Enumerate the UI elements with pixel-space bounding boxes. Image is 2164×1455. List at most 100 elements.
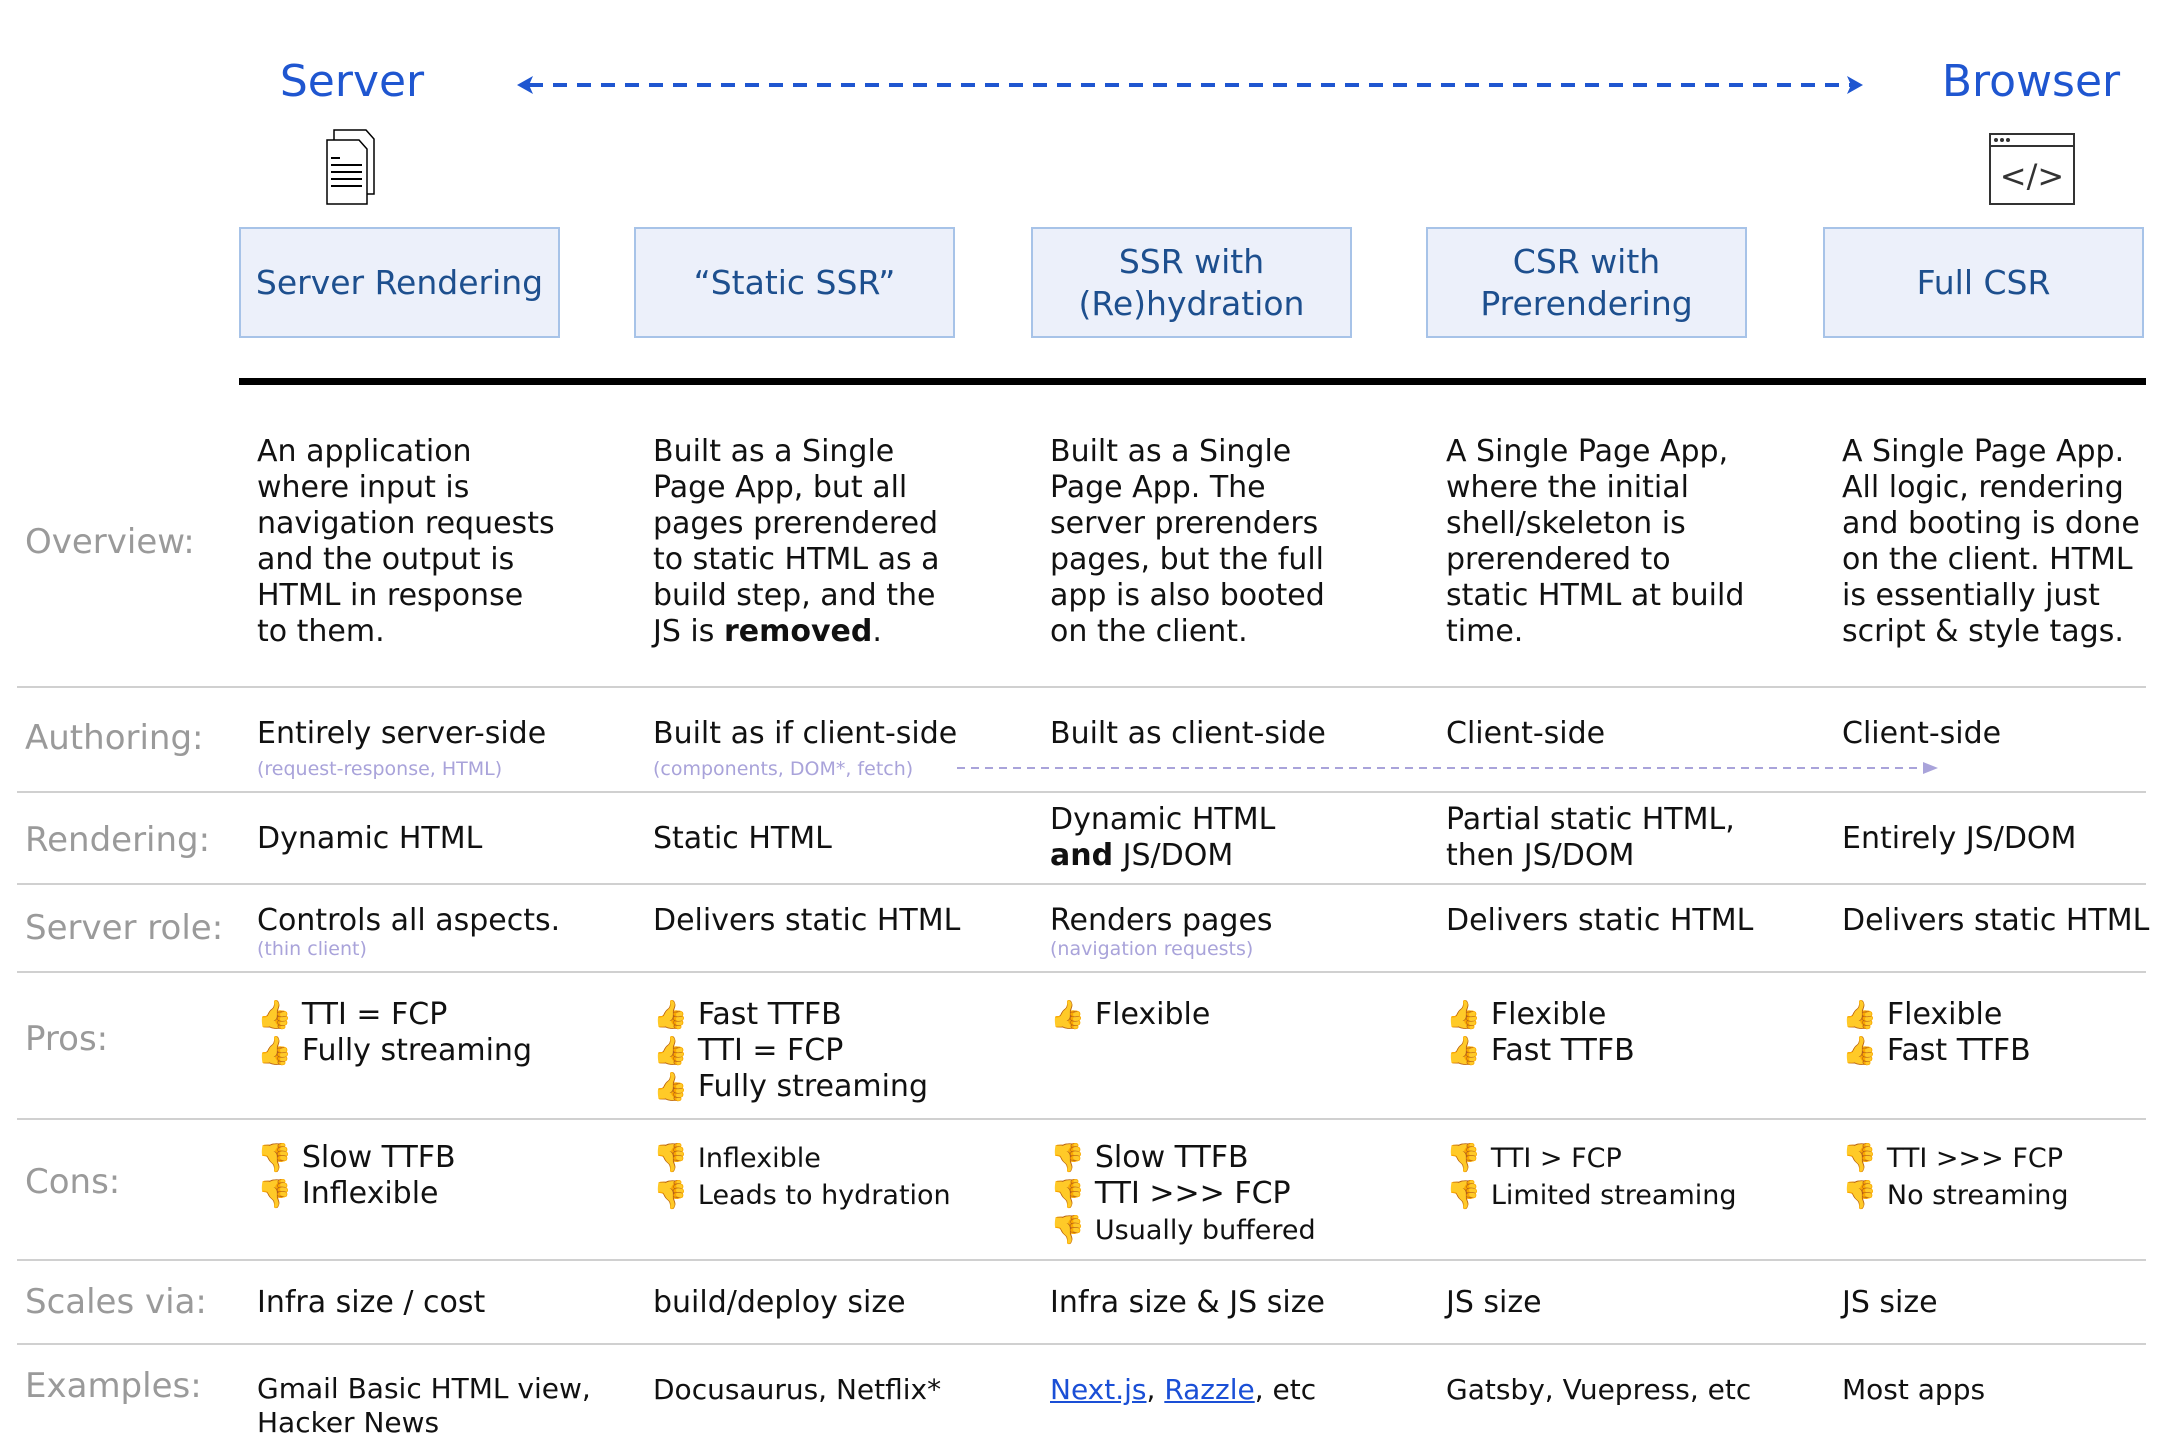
pro-item: 👍 Fully streaming (653, 1069, 928, 1105)
authoring-cell: Client-side (1842, 716, 2002, 751)
con-text: Inflexible (301, 1176, 439, 1211)
thumbs-up-icon: 👍 (1446, 1034, 1481, 1067)
row-divider (17, 971, 2146, 973)
column-static-ssr: “Static SSR” (634, 227, 955, 338)
rendering-cell: Static HTML (653, 821, 832, 856)
server-role-cell: Delivers static HTML (1842, 903, 2150, 938)
con-item: 👎 Usually buffered (1050, 1212, 1316, 1249)
text-line: to static HTML as a (653, 542, 940, 577)
cons-cell: 👎 TTI >>> FCP 👎 No streaming (1842, 1140, 2069, 1214)
server-heading: Server (279, 56, 425, 107)
authoring-subtext: (request-response, HTML) (257, 758, 503, 780)
pro-text: Fast TTFB (697, 997, 842, 1032)
pro-text: Fast TTFB (1886, 1033, 2031, 1068)
emphasis: removed (723, 614, 873, 649)
thumbs-down-icon: 👎 (653, 1141, 688, 1174)
thumbs-up-icon: 👍 (1842, 998, 1877, 1031)
con-text: Usually buffered (1094, 1215, 1316, 1246)
spectrum-double-arrow (517, 76, 1863, 94)
razzle-link[interactable]: Razzle (1164, 1373, 1255, 1406)
authoring-cell: Built as if client-side (653, 716, 958, 751)
thumbs-down-icon: 👎 (1446, 1141, 1481, 1174)
row-label-pros: Pros: (25, 1019, 109, 1059)
row-label-authoring: Authoring: (25, 718, 204, 758)
thumbs-up-icon: 👍 (1446, 998, 1481, 1031)
pro-item: 👍 Flexible (1842, 997, 2031, 1033)
thumbs-up-icon: 👍 (1842, 1034, 1877, 1067)
rendering-cell: Dynamic HTML (257, 821, 483, 856)
text-line: pages prerendered (653, 506, 939, 541)
con-item: 👎 Leads to hydration (653, 1177, 951, 1214)
server-role-cell: Delivers static HTML (653, 903, 961, 938)
con-text: TTI > FCP (1490, 1143, 1622, 1174)
pro-text: TTI = FCP (697, 1033, 844, 1068)
con-item: 👎 Slow TTFB (1050, 1140, 1316, 1176)
thumbs-down-icon: 👎 (1050, 1177, 1085, 1210)
text-line: prerendered to (1446, 542, 1671, 577)
overview-cell: Built as a Single Page App, but all pages … (653, 434, 940, 650)
pro-item: 👍 Flexible (1446, 997, 1635, 1033)
cons-cell: 👎 Slow TTFB 👎 TTI >>> FCP 👎 Usually buffere… (1050, 1140, 1316, 1249)
text-line: Page App, but all (653, 470, 908, 505)
row-label-server-role: Server role: (25, 908, 224, 948)
authoring-cell: Client-side (1446, 716, 1606, 751)
text-line: app is also booted (1050, 578, 1325, 613)
text-line: and the output is (257, 542, 515, 577)
text-line: shell/skeleton is (1446, 506, 1686, 541)
pro-item: 👍 TTI = FCP (653, 1033, 928, 1069)
text-line: where input is (257, 470, 470, 505)
text-line: server prerenders (1050, 506, 1319, 541)
text-line: and booting is done (1842, 506, 2140, 541)
text-line: HTML in response (257, 578, 524, 613)
text-line: JS is removed. (653, 614, 940, 650)
authoring-subtext: (components, DOM*, fetch) (653, 758, 914, 780)
con-text: Slow TTFB (1094, 1140, 1249, 1175)
examples-cell: Gatsby, Vuepress, etc (1446, 1373, 1752, 1406)
text-line: script & style tags. (1842, 614, 2124, 649)
scales-cell: Infra size / cost (257, 1285, 486, 1320)
text: JS/DOM (1113, 838, 1234, 873)
text: JS is (653, 614, 724, 649)
row-label-scales-via: Scales via: (25, 1282, 207, 1322)
pro-text: Flexible (1886, 997, 2003, 1032)
pro-item: 👍 Fully streaming (257, 1033, 532, 1069)
row-label-cons: Cons: (25, 1162, 121, 1202)
pros-cell: 👍 Flexible 👍 Fast TTFB (1842, 997, 2031, 1069)
text-line: A Single Page App. (1842, 434, 2125, 469)
con-text: TTI >>> FCP (1094, 1176, 1291, 1211)
thumbs-down-icon: 👎 (1842, 1141, 1877, 1174)
overview-cell: A Single Page App, where the initial shell… (1446, 434, 1744, 650)
text-line: time. (1446, 614, 1524, 649)
pro-text: TTI = FCP (301, 997, 448, 1032)
authoring-cell: Built as client-side (1050, 716, 1326, 751)
row-divider (17, 791, 2146, 793)
thumbs-up-icon: 👍 (257, 1034, 292, 1067)
text-line: Built as a Single (653, 434, 895, 469)
examples-cell: Next.js, Razzle, etc (1050, 1372, 1316, 1408)
browser-heading: Browser (1941, 56, 2121, 107)
pros-cell: 👍 Flexible (1050, 997, 1210, 1033)
row-label-rendering: Rendering: (25, 820, 211, 860)
text-line: is essentially just (1842, 578, 2100, 613)
con-text: Inflexible (697, 1143, 821, 1174)
pro-item: 👍 Fast TTFB (653, 997, 928, 1033)
text-line: A Single Page App, (1446, 434, 1729, 469)
thumbs-up-icon: 👍 (257, 998, 292, 1031)
thumbs-up-icon: 👍 (1050, 998, 1085, 1031)
emphasis: and (1050, 838, 1114, 873)
row-divider (17, 883, 2146, 885)
text: , etc (1254, 1373, 1317, 1406)
server-role-cell: Delivers static HTML (1446, 903, 1754, 938)
overview-cell: A Single Page App. All logic, rendering an… (1842, 434, 2140, 650)
thumbs-up-icon: 👍 (653, 1070, 688, 1103)
text-line: then JS/DOM (1446, 838, 1635, 873)
text-line: Page App. The (1050, 470, 1266, 505)
server-role-subtext: (thin client) (257, 938, 367, 960)
pro-item: 👍 Flexible (1050, 997, 1210, 1033)
text-line: pages, but the full (1050, 542, 1324, 577)
nextjs-link[interactable]: Next.js (1050, 1373, 1147, 1406)
column-full-csr: Full CSR (1823, 227, 2144, 338)
text-line: An application (257, 434, 472, 469)
text-line: navigation requests (257, 506, 555, 541)
